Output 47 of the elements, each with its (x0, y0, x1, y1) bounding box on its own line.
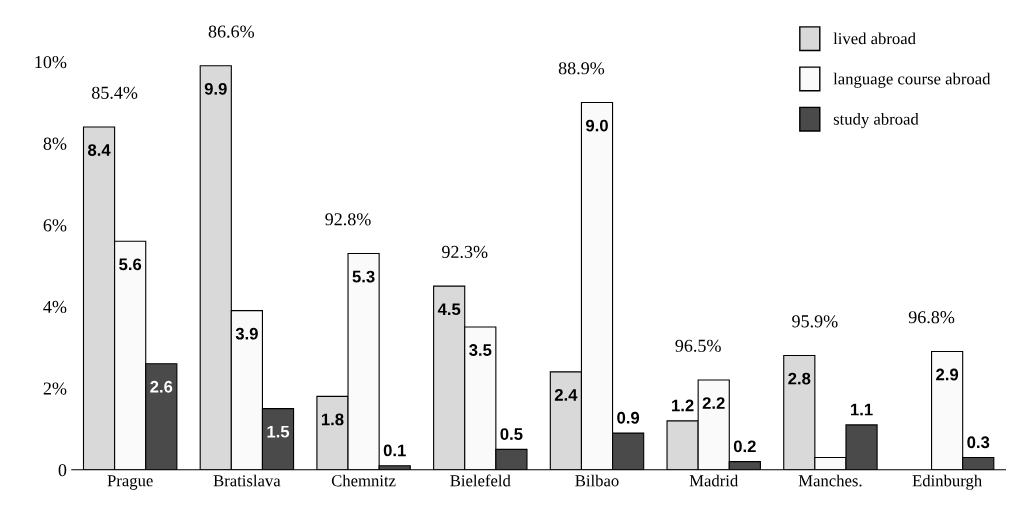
data-label: 0.3 (967, 436, 990, 449)
y-tick-label: 10% (35, 55, 67, 69)
data-label: 0.9 (617, 411, 640, 424)
legend-label: study abroad (833, 113, 919, 129)
legend-label: lived abroad (833, 32, 916, 45)
x-tick-label: Edinburgh (912, 474, 982, 490)
data-label: 2.2 (702, 397, 725, 409)
data-label: 0.1 (383, 444, 406, 457)
annotation: 85.4% (91, 86, 138, 99)
data-label: 2.8 (788, 372, 811, 385)
y-tick-label: 0 (58, 464, 67, 477)
data-label: 2.4 (554, 389, 578, 401)
data-label: 5.6 (119, 258, 142, 271)
x-tick-label: Prague (107, 475, 153, 490)
annotation: 92.3% (442, 245, 488, 259)
data-label: 8.4 (88, 144, 111, 156)
data-label: 5.3 (352, 270, 375, 283)
y-tick-label: 8% (43, 137, 67, 150)
data-label: 0.2 (733, 440, 756, 453)
data-label: 1.8 (321, 413, 344, 426)
x-tick-label: Bielefeld (450, 474, 511, 487)
annotation: 96.8% (908, 311, 955, 324)
data-label: 9.9 (204, 82, 227, 95)
x-tick-label: Madrid (689, 474, 739, 487)
data-label: 2.6 (150, 380, 173, 393)
data-label: 1.2 (672, 399, 694, 412)
data-label: 1.5 (267, 425, 290, 438)
data-label: 9.0 (586, 119, 608, 132)
annotation: 88.9% (558, 62, 605, 75)
data-label: 1.1 (851, 403, 873, 416)
data-label: 4.5 (437, 303, 461, 316)
annotation: 86.6% (208, 25, 255, 38)
annotation: 92.8% (325, 213, 371, 226)
y-tick-label: 4% (43, 300, 67, 314)
x-tick-label: Chemnitz (331, 474, 396, 487)
data-label: 3.9 (235, 327, 258, 340)
x-tick-label: Bratislava (213, 474, 281, 487)
annotation: 95.9% (792, 315, 838, 328)
data-label: 0.5 (500, 428, 523, 440)
legend-label: language course abroad (833, 72, 991, 88)
data-label: 2.9 (936, 368, 959, 381)
data-label: 3.5 (469, 344, 492, 356)
x-tick-label: Manches. (798, 474, 862, 487)
y-tick-label: 6% (43, 219, 67, 232)
x-tick-label: Bilbao (575, 474, 619, 487)
y-tick-label: 2% (43, 382, 67, 395)
annotation: 96.5% (675, 339, 721, 352)
